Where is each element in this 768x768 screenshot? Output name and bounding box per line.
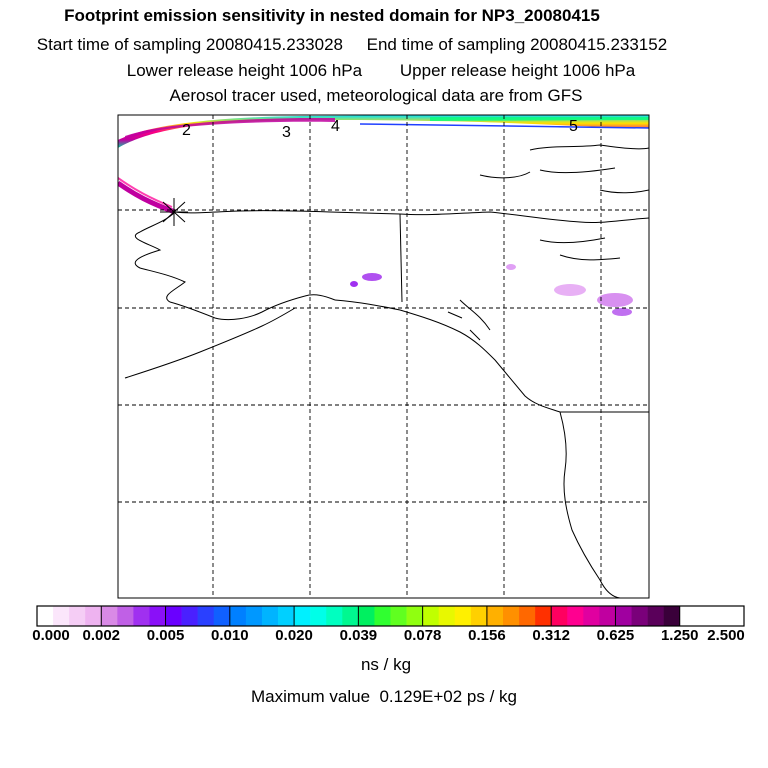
colorbar-cell: [69, 606, 86, 626]
track-label-2: 2: [182, 122, 191, 139]
map-frame: [117, 114, 650, 599]
colorbar-cell: [502, 606, 520, 626]
colorbar-tick-label: 0.625: [596, 627, 635, 644]
colorbar-tick-label: 0.010: [211, 627, 249, 644]
colorbar-cell: [53, 606, 70, 626]
colorbar-cell: [599, 606, 616, 626]
colorbar-cell: [551, 606, 568, 626]
colorbar-cell: [519, 606, 536, 626]
release-heights: Lower release height 1006 hPa Upper rele…: [126, 61, 636, 80]
colorbar-tick-label: 0.000: [32, 627, 70, 644]
colorbar-cell: [278, 606, 295, 626]
footprint-plume-strand: [118, 180, 176, 215]
colorbar-tick-label: 0.002: [82, 627, 121, 644]
colorbar-cell: [245, 606, 263, 626]
colorbar-cell: [85, 606, 102, 626]
colorbar-cell: [310, 606, 327, 626]
coastline-us-west: [559, 411, 621, 598]
colorbar-cell: [165, 606, 182, 626]
footprint-plume-top: [118, 115, 649, 148]
coastline-alaska-west: [134, 211, 336, 321]
colorbar-tick-label: 0.312: [532, 627, 570, 644]
colorbar-cell: [261, 606, 279, 626]
colorbar-cell: [663, 606, 681, 626]
colorbar-tick-label: 0.078: [403, 627, 442, 644]
footprint-plume-blue: [359, 123, 649, 129]
colorbar-cell: [390, 606, 407, 626]
colorbar-cell: [197, 606, 215, 626]
maximum-value: Maximum value 0.129E+02 ps / kg: [251, 687, 517, 706]
colorbar-cell: [133, 606, 150, 626]
colorbar-cell: [229, 606, 247, 626]
sensitivity-patch: [506, 264, 516, 270]
colorbar-cell: [438, 606, 456, 626]
sensitivity-patch: [597, 293, 633, 307]
colorbar: [37, 606, 681, 626]
colorbar-cell: [294, 606, 311, 626]
footprint-plume-core: [125, 118, 335, 140]
coastline-islands: [447, 144, 649, 341]
graticule: [118, 115, 649, 598]
colorbar-major-dividers: [100, 606, 681, 626]
sampling-times: Start time of sampling 20080415.233028 E…: [36, 35, 668, 54]
colorbar-cell: [454, 606, 472, 626]
coastline-canada-arctic: [399, 211, 649, 224]
tracer-info: Aerosol tracer used, meteorological data…: [169, 86, 583, 105]
colorbar-frame: [36, 605, 745, 627]
colorbar-cell: [101, 606, 118, 626]
coastlines: [124, 144, 649, 598]
colorbar-cell: [117, 606, 134, 626]
colorbar-units: ns / kg: [360, 655, 412, 674]
colorbar-cell: [181, 606, 198, 626]
colorbar-cell: [213, 606, 231, 626]
colorbar-tick-label: 1.250: [660, 627, 699, 644]
colorbar-tick-label: 0.039: [339, 627, 378, 644]
coastline-aleutians: [124, 307, 296, 379]
coastline-gulf-of-alaska: [334, 299, 561, 413]
colorbar-cell: [647, 606, 664, 626]
colorbar-cell: [615, 606, 632, 626]
colorbar-cell: [342, 606, 359, 626]
track-label-5: 5: [569, 118, 578, 135]
colorbar-cell: [535, 606, 552, 626]
colorbar-tick-label: 2.500: [707, 627, 745, 644]
sensitivity-patch: [612, 308, 632, 316]
footprint-plume-edge: [430, 117, 649, 121]
border-alaska-canada: [399, 213, 403, 303]
coastline-alaska-north: [174, 210, 401, 215]
sensitivity-patch: [350, 281, 358, 287]
plot-title: Footprint emission sensitivity in nested…: [64, 6, 600, 25]
colorbar-tick-label: 0.020: [275, 627, 313, 644]
colorbar-cell: [149, 606, 166, 626]
colorbar-cell: [567, 606, 584, 626]
track-label-4: 4: [331, 118, 340, 135]
track-label-3: 3: [282, 124, 291, 141]
colorbar-cell: [358, 606, 375, 626]
colorbar-cell: [326, 606, 343, 626]
colorbar-cell: [422, 606, 440, 626]
colorbar-tick-label: 0.005: [146, 627, 185, 644]
colorbar-tick-label: 0.156: [468, 627, 506, 644]
colorbar-cell: [374, 606, 391, 626]
sensitivity-patch: [554, 284, 586, 296]
colorbar-cell: [37, 606, 54, 626]
receptor-star-marker: [160, 198, 188, 226]
sensitivity-patch: [362, 273, 382, 281]
colorbar-cell: [470, 606, 488, 626]
colorbar-cell: [631, 606, 648, 626]
colorbar-cell: [583, 606, 600, 626]
colorbar-cell: [486, 606, 504, 626]
colorbar-cell: [406, 606, 423, 626]
